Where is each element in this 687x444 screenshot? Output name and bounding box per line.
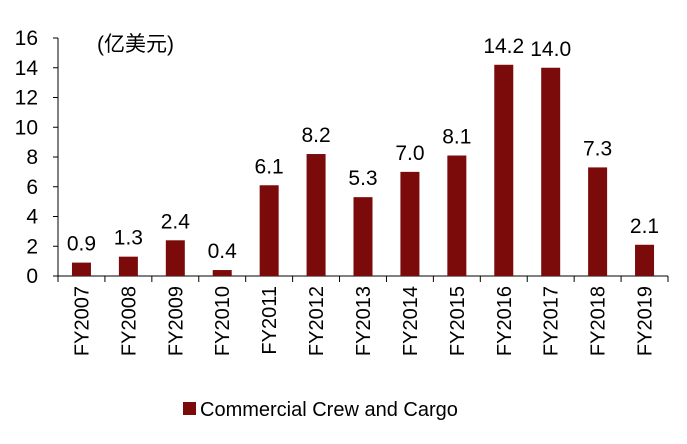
x-tick-label: FY2012: [306, 286, 328, 356]
data-label: 6.1: [255, 155, 284, 178]
x-tick-label: FY2008: [118, 286, 140, 356]
x-tick-label: FY2019: [635, 286, 657, 356]
bar: [259, 185, 279, 276]
data-label: 0.4: [208, 240, 238, 263]
data-label: 8.1: [442, 126, 471, 149]
data-label: 14.0: [530, 38, 571, 61]
bar: [71, 262, 91, 276]
data-label: 0.9: [67, 233, 96, 256]
x-tick-label: FY2018: [588, 286, 610, 356]
bar: [541, 67, 561, 276]
bars: [71, 64, 655, 277]
data-labels: 0.9 1.3 2.4 0.4 6.1 8.2 5.3 7.0 8.1 14.2 14.0 7.3 2.…: [67, 35, 659, 263]
bar: [635, 244, 655, 276]
y-tick-label: 4: [26, 206, 38, 229]
legend: Commercial Crew and Cargo: [183, 399, 458, 421]
data-label: 14.2: [483, 35, 524, 58]
data-label: 2.1: [630, 215, 659, 238]
y-tick-label: 12: [15, 87, 38, 110]
x-tick-label: FY2011: [259, 286, 281, 355]
data-label: 7.0: [395, 142, 424, 165]
legend-entry: Commercial Crew and Cargo: [200, 399, 458, 421]
x-tick-label: FY2010: [212, 286, 234, 356]
x-tick-label: FY2014: [400, 286, 422, 356]
bar: [118, 256, 138, 276]
y-axis: 0 2 4 6 8 10 12 14 16: [15, 27, 59, 288]
y-tick-label: 14: [15, 57, 39, 80]
bar: [306, 154, 326, 276]
x-tick-label: FY2009: [165, 286, 187, 356]
bar: [494, 64, 514, 277]
bar: [165, 240, 185, 276]
x-tick-label: FY2013: [353, 286, 375, 356]
data-label: 5.3: [348, 167, 377, 190]
unit-label: (亿美元): [97, 33, 174, 56]
y-tick-label: 10: [15, 116, 38, 139]
bar: [588, 167, 608, 276]
y-tick-label: 0: [26, 265, 38, 288]
data-label: 8.2: [301, 124, 330, 147]
x-tick-label: FY2007: [71, 286, 93, 356]
legend-swatch: [183, 402, 196, 415]
bar: [212, 270, 232, 276]
x-axis: FY2007 FY2008 FY2009 FY2010 FY2011 FY2012 FY20…: [57, 275, 669, 356]
y-tick-label: 8: [26, 146, 38, 169]
data-label: 1.3: [114, 227, 143, 250]
bar: [447, 155, 467, 276]
y-tick-label: 16: [15, 27, 38, 50]
x-tick-label: FY2015: [447, 286, 469, 356]
data-label: 7.3: [583, 137, 612, 160]
x-tick-label: FY2016: [494, 286, 516, 356]
bar: [353, 197, 373, 276]
bar: [400, 171, 420, 276]
x-tick-label: FY2017: [541, 286, 563, 356]
data-label: 2.4: [161, 210, 191, 233]
y-tick-label: 6: [26, 176, 38, 199]
y-tick-label: 2: [26, 235, 38, 258]
